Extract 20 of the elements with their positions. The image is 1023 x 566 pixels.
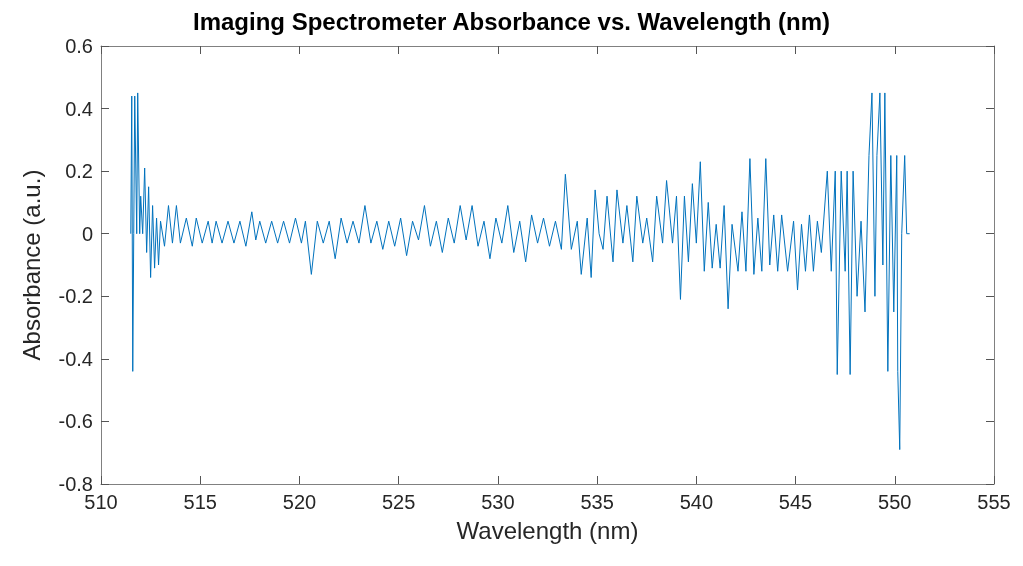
x-tick-label: 550 (878, 491, 912, 513)
y-tick-label: 0.2 (65, 160, 93, 183)
x-axis-title: Wavelength (nm) (456, 516, 639, 544)
y-tick-label: 0.4 (65, 97, 93, 120)
x-tick-label: 545 (778, 491, 813, 513)
chart-title: Imaging Spectrometer Absorbance vs. Wavelength (nm) (192, 7, 831, 35)
y-tick-label: -0.2 (58, 285, 93, 308)
y-tick-label: -0.4 (58, 347, 93, 370)
x-tick-label: 530 (481, 491, 515, 513)
y-tick-label: -0.6 (58, 410, 93, 433)
x-tick-label: 520 (282, 491, 317, 513)
line-series (130, 92, 911, 451)
x-tick-label: 540 (679, 491, 714, 513)
x-tick-label: 515 (183, 491, 217, 513)
x-tick-label: 555 (977, 491, 1011, 513)
y-tick-label: 0.6 (65, 35, 93, 57)
x-tick-label: 525 (381, 491, 416, 513)
y-tick-label: 0 (81, 222, 93, 245)
y-axis-title: Absorbance (a.u.) (17, 169, 45, 361)
x-tick-label: 535 (580, 491, 614, 513)
